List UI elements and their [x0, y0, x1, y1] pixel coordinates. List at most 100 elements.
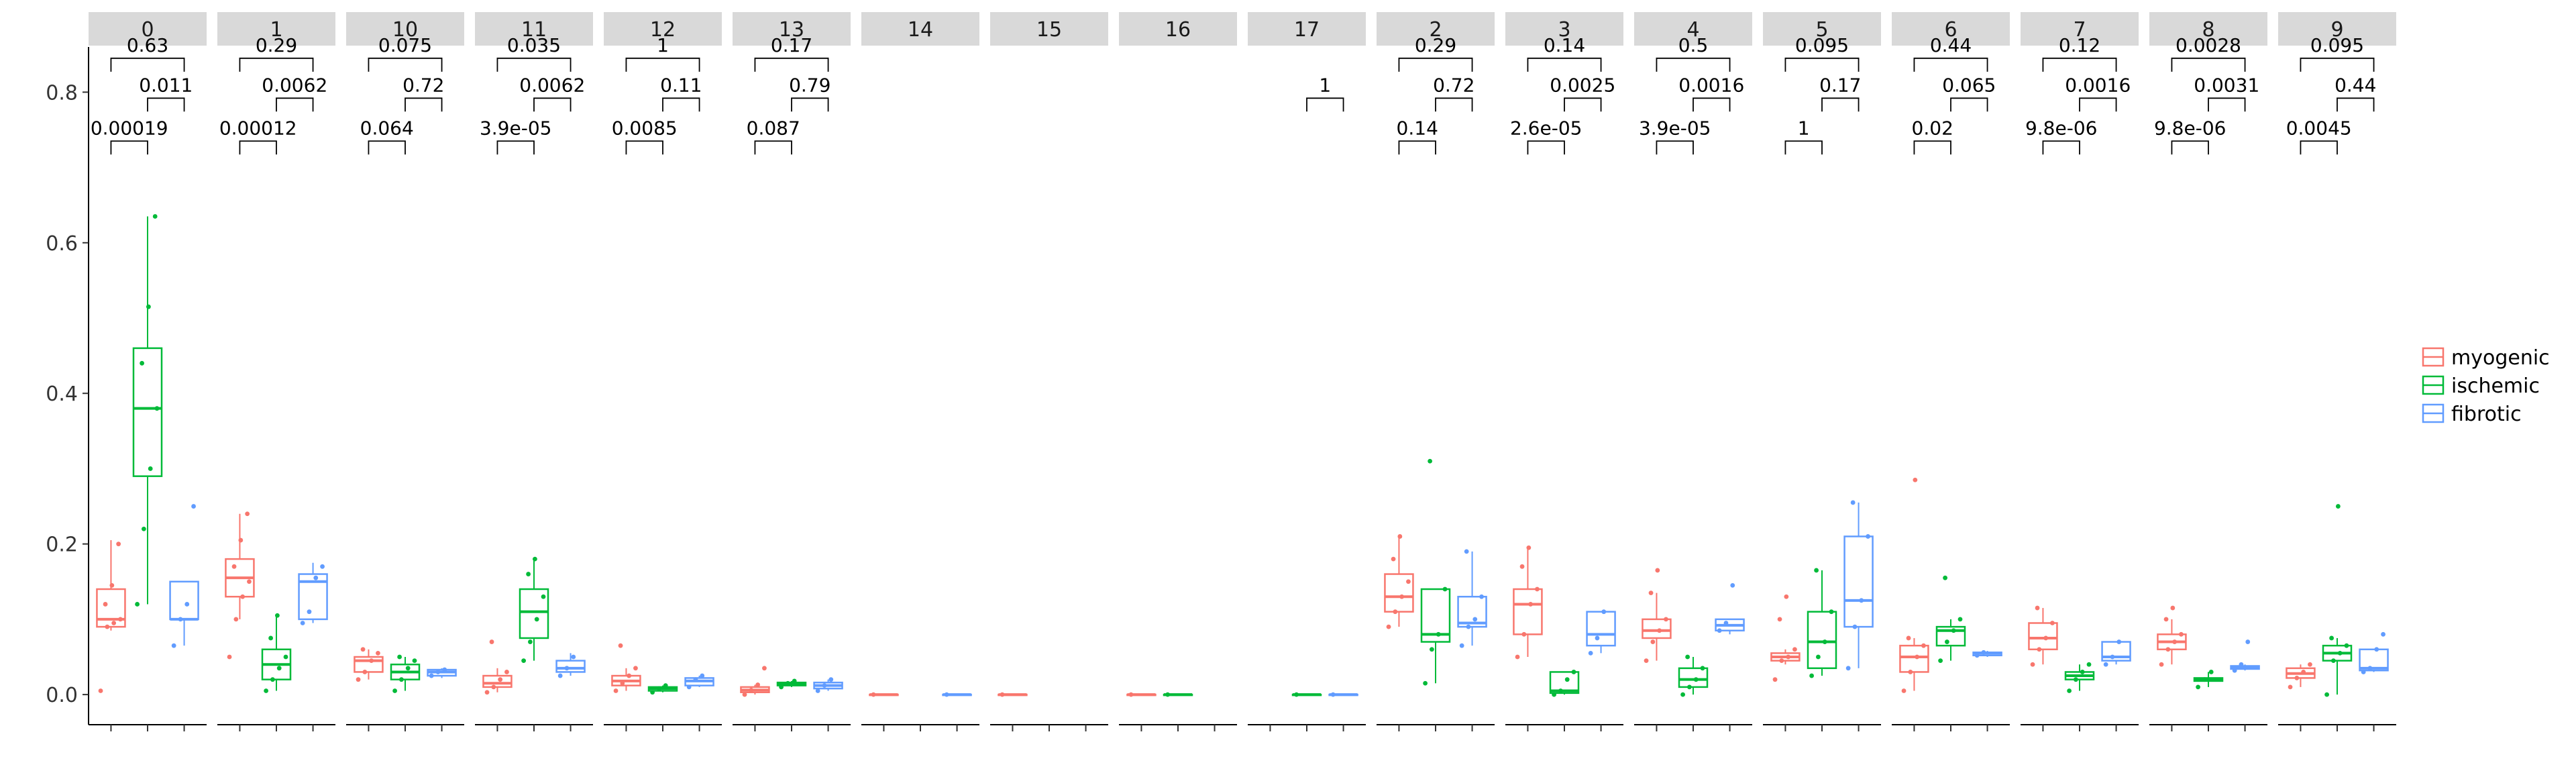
facet-strip [1763, 12, 1881, 46]
facet-panel-15: 15 [990, 12, 1108, 731]
bracket-line [1784, 140, 1823, 155]
data-point [276, 666, 282, 671]
data-point [749, 687, 754, 692]
facet-strip [217, 12, 335, 46]
box-ischemic [1291, 692, 1322, 697]
data-point [2116, 639, 2122, 644]
pvalue-label: 1 [1319, 74, 1331, 96]
pvalue-bracket-isc_fib: 0.0062 [519, 74, 585, 112]
bracket-line [754, 140, 792, 155]
facet-strip [1505, 12, 1623, 46]
data-point [2170, 605, 2176, 611]
data-point [118, 617, 123, 622]
pvalue-bracket-isc_fib: 0.0025 [1550, 74, 1615, 112]
box-myogenic [1384, 534, 1414, 629]
data-point [152, 214, 158, 219]
box-ischemic [1678, 654, 1709, 697]
pvalue-bracket-isc_fib: 0.72 [1433, 74, 1474, 112]
facet-panel-3: 3 2.6e-05 0.0025 0.14 [1505, 12, 1623, 731]
data-point [2035, 605, 2040, 611]
box-myogenic [482, 639, 513, 695]
data-point [786, 680, 790, 686]
box-myogenic [1770, 594, 1801, 682]
box-fibrotic [2230, 639, 2260, 673]
bracket-line [625, 140, 663, 155]
pvalue-label: 0.0016 [2065, 74, 2131, 96]
data-point [109, 582, 115, 588]
pvalue-bracket-myo_isc: 0.00019 [91, 117, 168, 155]
pvalue-bracket-myo_fib: 0.14 [1527, 34, 1602, 72]
pvalue-bracket-isc_fib: 0.0031 [2194, 74, 2259, 112]
data-point [828, 677, 834, 682]
data-point [1393, 609, 1398, 615]
data-point [1664, 617, 1668, 622]
data-point [356, 677, 361, 682]
facet-strip-label: 1 [270, 18, 282, 42]
pvalue-label: 0.00019 [91, 117, 168, 139]
data-point [1406, 579, 1411, 584]
data-point [504, 670, 509, 674]
data-point [557, 673, 563, 678]
data-point [238, 537, 244, 543]
pvalue-label: 0.0062 [519, 74, 585, 96]
data-point [2239, 662, 2244, 667]
pvalue-label: 9.8e-06 [2154, 117, 2226, 139]
data-point [1772, 677, 1778, 682]
pvalue-bracket-isc_fib: 0.0016 [1678, 74, 1744, 112]
box-fibrotic [942, 692, 972, 697]
pvalue-label: 0.011 [139, 74, 193, 96]
box-ischemic [1420, 458, 1451, 686]
pvalue-label: 0.075 [378, 34, 432, 56]
data-point [1852, 624, 1858, 629]
data-point [140, 360, 145, 366]
data-point [491, 684, 496, 690]
data-point [871, 692, 876, 697]
box-fibrotic [1457, 549, 1487, 648]
facet-strip [604, 12, 722, 46]
bracket-line [2300, 57, 2375, 72]
pvalue-bracket-myo_fib: 0.0028 [2171, 34, 2246, 72]
data-point [1981, 650, 1986, 655]
data-point [1397, 534, 1403, 539]
box-myogenic [1642, 568, 1672, 664]
data-point [1648, 590, 1654, 596]
pvalue-bracket-myo_fib: 0.29 [1398, 34, 1473, 72]
data-point [1915, 654, 1920, 660]
data-point [191, 504, 196, 509]
data-point [1558, 688, 1563, 693]
data-point [1464, 549, 1469, 554]
data-point [657, 686, 661, 691]
legend-item-fibrotic: fibrotic [2422, 403, 2522, 426]
data-point [1723, 621, 1729, 625]
bracket-line [147, 97, 185, 112]
data-point [1644, 658, 1649, 664]
bracket-line [239, 140, 277, 155]
data-point [2232, 668, 2237, 673]
y-tick-label: 0.6 [46, 232, 78, 256]
pvalue-label: 0.79 [789, 74, 830, 96]
data-point [240, 594, 246, 599]
data-point [2381, 631, 2385, 637]
pvalue-bracket-isc_fib: 0.72 [402, 74, 444, 112]
box-iqr [1678, 667, 1709, 688]
bracket-line [1656, 57, 1731, 72]
box-iqr [354, 656, 384, 673]
data-point [2245, 639, 2251, 644]
data-point [399, 677, 404, 682]
facet-panel-1: 1 0.00012 0.0062 0.29 [217, 12, 335, 731]
box-myogenic [1899, 477, 1929, 693]
bracket-line [1527, 57, 1602, 72]
box-fibrotic [1972, 650, 2002, 658]
bracket-line [662, 97, 700, 112]
data-point [1901, 688, 1907, 693]
pvalue-bracket-isc_fib: 0.0016 [2065, 74, 2131, 112]
pvalue-label: 0.065 [1942, 74, 1996, 96]
box-myogenic [611, 643, 641, 693]
data-point [1717, 628, 1722, 633]
bracket-line [2208, 97, 2246, 112]
bracket-line [1435, 97, 1473, 112]
box-myogenic [354, 647, 384, 682]
pvalue-bracket-isc_fib: 0.17 [1819, 74, 1861, 112]
pvalue-bracket-isc_fib: 0.065 [1942, 74, 1996, 112]
